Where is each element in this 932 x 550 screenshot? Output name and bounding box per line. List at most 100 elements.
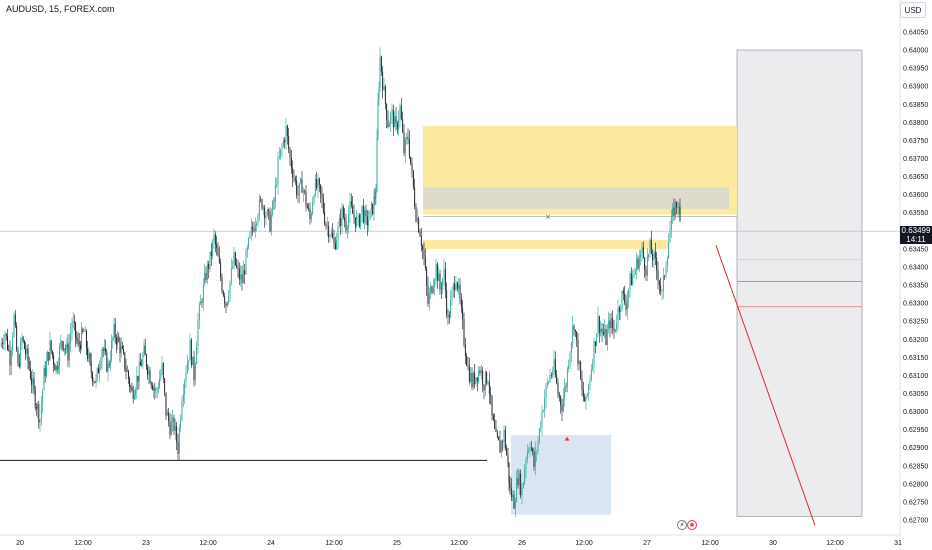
candle-body — [372, 203, 374, 214]
candle-body — [17, 350, 19, 364]
candle-body — [648, 253, 650, 258]
price-tick-label: 0.63100 — [903, 373, 928, 380]
candle-body — [55, 365, 57, 371]
candle-body — [257, 215, 259, 223]
candle-body — [400, 105, 402, 120]
candle-body — [565, 386, 567, 387]
candle-body — [463, 319, 465, 345]
candle-body — [542, 410, 544, 412]
candle-body — [106, 351, 108, 372]
candle-body — [71, 322, 73, 333]
candle-body — [640, 253, 642, 258]
candle-body — [301, 178, 303, 193]
candle-body — [552, 372, 554, 376]
forecast-line — [715, 245, 816, 526]
candle-body — [196, 346, 198, 365]
candle-body — [7, 335, 8, 350]
candle-body — [83, 331, 85, 333]
candle-body — [658, 280, 660, 286]
candle-body — [540, 427, 542, 429]
symbol-legend[interactable]: AUDUSD, 15, FOREX.com — [6, 4, 115, 14]
candle-body — [237, 266, 239, 269]
candle-body — [586, 394, 588, 396]
candle-body — [388, 123, 390, 128]
candle-body — [26, 348, 28, 354]
candle-body — [590, 369, 592, 380]
candle-body — [165, 392, 167, 416]
candle-body — [431, 286, 433, 293]
candle-body — [47, 352, 49, 361]
candle-body — [262, 207, 264, 209]
price-tick-label: 0.63400 — [903, 264, 928, 271]
candle-body — [454, 284, 456, 291]
candle-body — [336, 240, 338, 249]
candle-body — [566, 368, 568, 387]
price-axis[interactable]: 0.64050 0.64000 0.63950 0.63900 0.63850 0.638… — [899, 0, 928, 550]
candle-body — [664, 275, 666, 277]
candle-body — [638, 257, 640, 269]
candle-body — [10, 350, 12, 366]
candle-body — [479, 370, 481, 373]
candle-body — [491, 395, 493, 416]
candle-body — [214, 234, 216, 245]
time-tick-label: 31 — [894, 540, 902, 547]
currency-button[interactable]: USD — [900, 2, 926, 18]
candle-body — [608, 320, 610, 330]
candle-body — [33, 378, 35, 390]
time-axis[interactable]: 20 12:00 23 12:00 24 12:00 25 12:00 26 12:00 27 12:… — [0, 534, 902, 547]
candle-body — [569, 352, 571, 366]
candle-body — [553, 359, 555, 373]
candle-body — [264, 207, 266, 219]
candle-body — [176, 425, 178, 443]
candle-body — [451, 290, 453, 300]
candle-body — [230, 268, 232, 282]
candle-body — [672, 207, 674, 216]
candle-body — [79, 344, 81, 349]
candle-body — [354, 217, 356, 227]
candle-body — [157, 387, 159, 390]
candle-body — [85, 330, 87, 349]
candle-body — [670, 215, 672, 231]
candle-body — [313, 195, 315, 203]
candle-body — [182, 394, 184, 401]
candle-body — [266, 209, 268, 216]
candle-body — [456, 282, 458, 289]
candle-body — [316, 179, 318, 188]
candle-body — [478, 370, 480, 382]
candle-body — [96, 368, 98, 379]
candle-body — [616, 323, 618, 329]
candle-body — [62, 341, 64, 350]
candle-body — [650, 239, 652, 254]
candle-body — [76, 337, 78, 341]
candle-body — [534, 451, 536, 467]
candle-body — [254, 225, 256, 231]
candle-body — [156, 389, 158, 391]
candle-body — [72, 321, 74, 323]
candle-body — [144, 345, 146, 355]
candle-body — [133, 395, 135, 399]
candle-body — [392, 109, 394, 128]
candle-body — [548, 381, 550, 383]
candle-body — [420, 236, 422, 247]
candle-body — [398, 119, 400, 129]
last-price-value: 0.63499 — [901, 226, 931, 235]
candle-body — [217, 247, 219, 257]
price-tick-label: 0.63000 — [903, 409, 928, 416]
us-flag-icon[interactable]: ■ — [687, 520, 697, 530]
candle-body — [440, 289, 442, 290]
candle-body — [202, 283, 204, 303]
candle-body — [161, 363, 163, 374]
candle-body — [380, 56, 382, 72]
candle-body — [605, 328, 607, 345]
candle-body — [486, 371, 488, 384]
flash-icon[interactable]: ⚡ — [677, 520, 687, 530]
candle-body — [50, 340, 52, 351]
candle-body — [592, 365, 594, 370]
candle-body — [593, 341, 595, 366]
candle-body — [304, 190, 306, 192]
candle-body — [190, 339, 192, 365]
candle-body — [344, 217, 346, 222]
candle-body — [63, 348, 65, 350]
